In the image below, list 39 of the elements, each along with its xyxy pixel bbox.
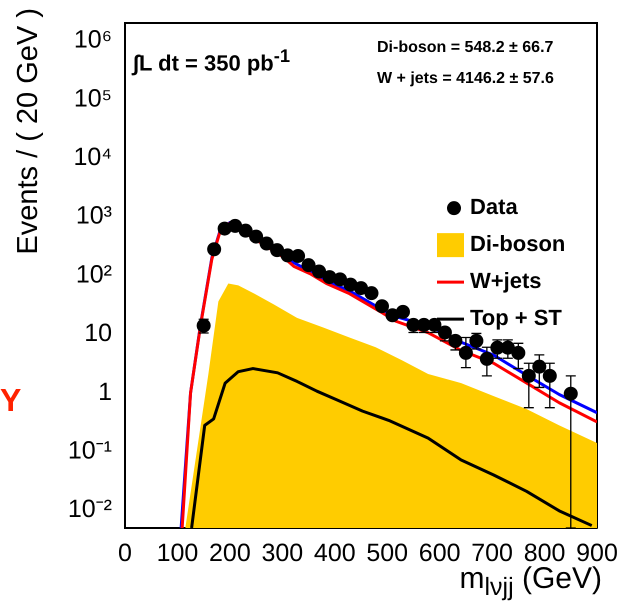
point [312,264,326,278]
point [364,286,378,300]
x-tick-label: 500 [366,538,408,567]
point [291,248,306,263]
x-tick-label: 200 [209,538,251,567]
x-tick-label: 100 [156,538,198,567]
y-tick-label: 10⁴ [73,142,112,171]
y-tick-label: 10⁵ [74,84,112,112]
text: Y [0,382,22,419]
point [260,236,274,251]
point [228,218,242,233]
legend-label: W+jets [470,268,542,294]
y-tick-label: 1 [98,378,112,406]
legend-label: Top + ST [470,305,562,330]
x-tick-label: 300 [261,538,304,567]
y-tick-label: 10⁻¹ [68,436,112,465]
point [207,242,222,256]
x-tick-label: 600 [418,538,461,567]
point [333,272,348,286]
point [270,243,284,258]
annotation: ∫L dt = 350 pb$^{-1}$ [133,45,290,76]
y-tick-label: 10⁻² [68,495,112,524]
y-axis-title: Events / ( 20 GeV ) [12,8,45,255]
y-tick-label: 10 [84,319,112,348]
y-tick-label: 10⁶ [74,26,112,54]
point [249,230,264,244]
annotation: W + jets = 4146.2 ± 57.6 [377,70,554,88]
point [238,224,253,238]
annotation: Di-boson = 548.2 ± 66.7 [377,39,554,57]
point [396,304,410,319]
point [354,281,368,296]
x-tick-label: 400 [314,538,356,567]
legend-label: Data [470,194,518,220]
x-tick-label: 0 [118,538,132,567]
y-tick-label: 10² [76,260,112,288]
legend-label: Di-boson [470,231,566,256]
y-tick-label: 10³ [76,202,112,230]
point [374,299,389,314]
point [302,258,316,272]
